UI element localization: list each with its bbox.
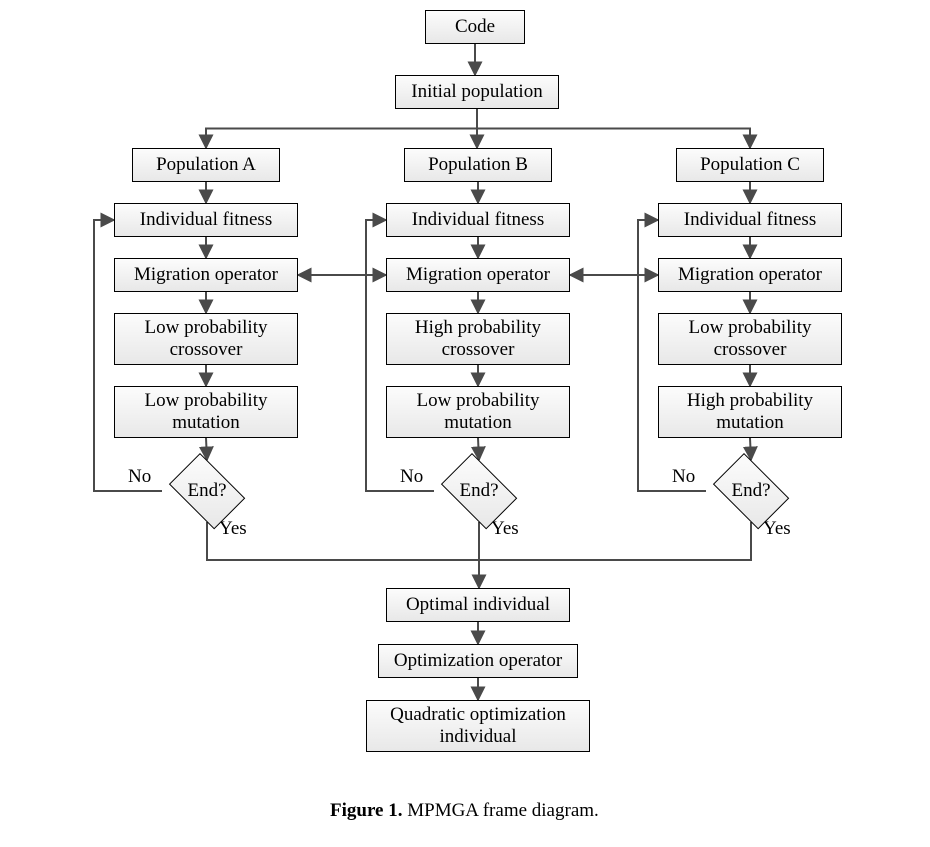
node-mutC: High probability mutation [658, 386, 842, 438]
figure-caption: Figure 1. MPMGA frame diagram. [330, 800, 599, 822]
node-crossA: Low probability crossover [114, 313, 298, 365]
label-no-b: No [400, 466, 423, 488]
node-initpop: Initial population [395, 75, 559, 109]
node-crossC: Low probability crossover [658, 313, 842, 365]
node-mutA: Low probability mutation [114, 386, 298, 438]
node-migA: Migration operator [114, 258, 298, 292]
node-migB: Migration operator [386, 258, 570, 292]
node-mutB: Low probability mutation [386, 386, 570, 438]
label-no-c: No [672, 466, 695, 488]
caption-text: MPMGA frame diagram. [402, 800, 598, 821]
node-quad: Quadratic optimization individual [366, 700, 590, 752]
flowchart-stage: No Yes No Yes No Yes Figure 1. MPMGA fra… [0, 0, 930, 847]
node-migC: Migration operator [658, 258, 842, 292]
node-oper: Optimization operator [378, 644, 578, 678]
node-fitC: Individual fitness [658, 203, 842, 237]
node-popC: Population C [676, 148, 824, 182]
label-no-a: No [128, 466, 151, 488]
caption-prefix: Figure 1. [330, 800, 402, 821]
node-code: Code [425, 10, 525, 44]
node-endA: End? [162, 460, 252, 522]
node-endC: End? [706, 460, 796, 522]
node-opt: Optimal individual [386, 588, 570, 622]
node-crossB: High probability crossover [386, 313, 570, 365]
node-fitA: Individual fitness [114, 203, 298, 237]
node-fitB: Individual fitness [386, 203, 570, 237]
node-endB: End? [434, 460, 524, 522]
node-popB: Population B [404, 148, 552, 182]
node-popA: Population A [132, 148, 280, 182]
